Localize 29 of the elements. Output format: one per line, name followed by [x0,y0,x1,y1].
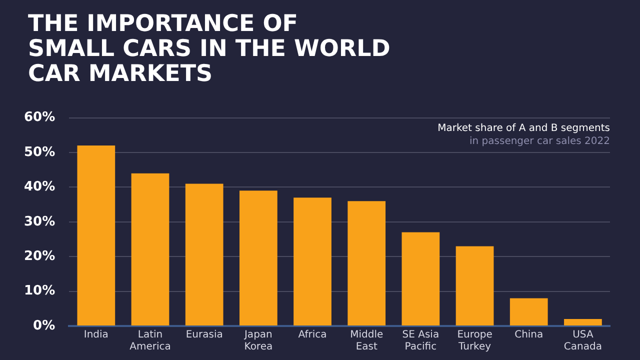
x-tick-label: Latin America [130,330,171,353]
text: Market share of A and B segments in passenger car sales 2022 [438,122,610,148]
bar [294,198,332,326]
bar [510,298,548,326]
x-tick-label: Eurasia [186,330,223,341]
y-tick-label: 40% [24,180,56,195]
y-tick-label: 60% [24,110,56,126]
x-tick-label: India [84,330,108,341]
bar [185,184,224,326]
bar [131,173,170,326]
x-tick-label: Africa [298,330,327,341]
bar [77,146,116,326]
y-tick-label: 0% [33,318,56,334]
x-tick-label: SE Asia Pacific [402,330,440,353]
chart-title: THE IMPORTANCE OF SMALL CARS IN THE WORLD CAR MARKETS [28,11,390,87]
bar [239,190,278,326]
bar [564,319,602,326]
x-tick-label: Europe Turkey [457,330,492,353]
y-tick-label: 10% [24,284,56,299]
y-tick-label: 20% [24,248,56,264]
y-tick-label: 50% [24,144,56,160]
y-tick-label: 30% [24,214,56,230]
x-tick-label: China [514,330,544,341]
bar [348,201,386,326]
x-tick-label: Japan Korea [243,330,273,353]
x-tick-label: USA Canada [564,330,602,353]
x-tick-label: Middle East [350,330,384,353]
bar [456,246,494,326]
bar [402,232,440,326]
